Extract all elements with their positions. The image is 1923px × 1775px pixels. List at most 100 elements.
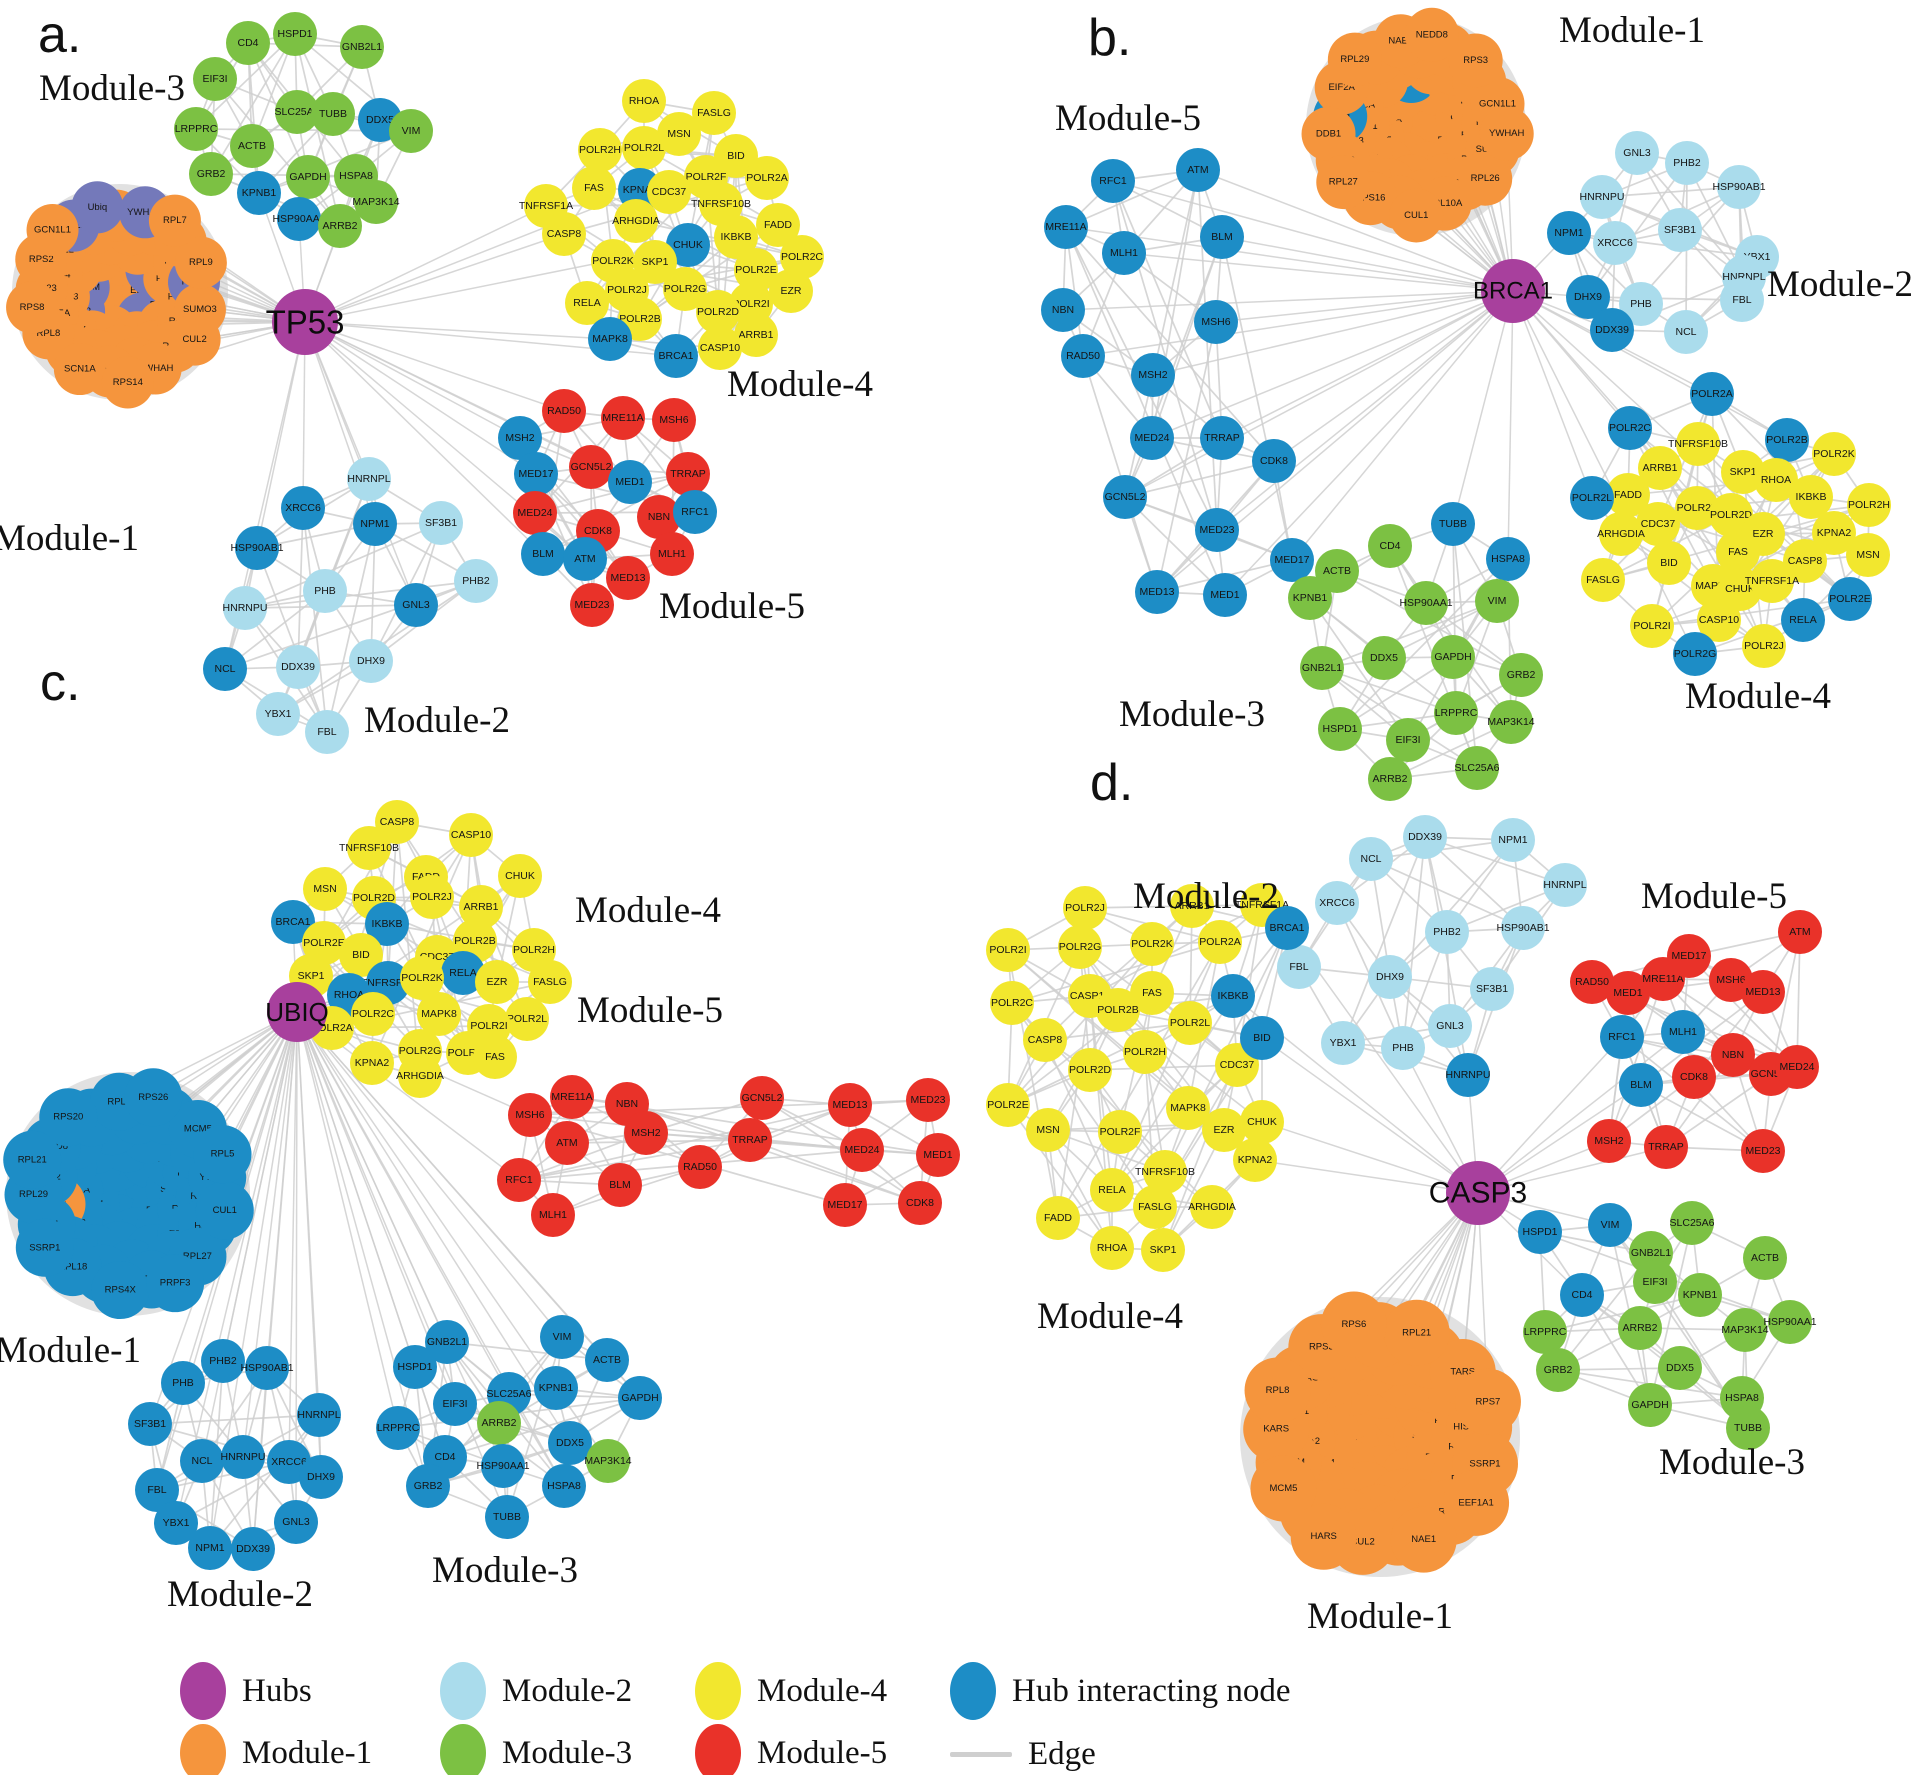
node-PHB2[interactable]: PHB2 <box>454 559 498 603</box>
node-RPL21[interactable]: RPL21 <box>1383 1299 1450 1366</box>
node-DDX39[interactable]: DDX39 <box>231 1527 275 1571</box>
node-POLR2J[interactable]: POLR2J <box>1063 886 1107 930</box>
node-MED23[interactable]: MED23 <box>570 583 614 627</box>
node-KPNB1[interactable]: KPNB1 <box>1678 1273 1722 1317</box>
node-NPM1[interactable]: NPM1 <box>1547 211 1591 255</box>
node-EIF3I[interactable]: EIF3I <box>193 57 237 101</box>
node-POLR2L[interactable]: POLR2L <box>505 997 549 1041</box>
node-DHX9[interactable]: DHX9 <box>349 639 393 683</box>
node-RPL7[interactable]: RPL7 <box>148 194 201 247</box>
node-POLR2L[interactable]: POLR2L <box>1168 1001 1212 1045</box>
node-EIF3I[interactable]: EIF3I <box>1386 718 1430 762</box>
node-NBN[interactable]: NBN <box>1711 1033 1755 1077</box>
node-BLM[interactable]: BLM <box>598 1163 642 1207</box>
node-ATM[interactable]: ATM <box>563 537 607 581</box>
node-CDC37[interactable]: CDC37 <box>647 170 691 214</box>
node-SLC25A6[interactable]: SLC25A6 <box>1455 746 1500 790</box>
node-NPM1[interactable]: NPM1 <box>188 1526 232 1570</box>
node-KPNA2[interactable]: KPNA2 <box>350 1041 394 1085</box>
node-GNL3[interactable]: GNL3 <box>394 583 438 627</box>
node-GAPDH[interactable]: GAPDH <box>1431 635 1475 679</box>
node-MED24[interactable]: MED24 <box>1130 416 1174 460</box>
node-POLR2E[interactable]: POLR2E <box>986 1083 1030 1127</box>
node-TRRAP[interactable]: TRRAP <box>1644 1125 1688 1169</box>
node-XRCC6[interactable]: XRCC6 <box>1593 221 1637 265</box>
node-RPL5[interactable]: RPL5 <box>193 1125 252 1184</box>
node-PHB2[interactable]: PHB2 <box>1665 141 1709 185</box>
node-TUBB[interactable]: TUBB <box>1431 502 1475 546</box>
node-RPL8[interactable]: RPL8 <box>1244 1357 1311 1424</box>
node-Ubiq[interactable]: Ubiq <box>71 181 124 234</box>
node-POLR2K[interactable]: POLR2K <box>1130 922 1174 966</box>
node-LRPPRC[interactable]: LRPPRC <box>1523 1310 1567 1354</box>
node-DDX5[interactable]: DDX5 <box>1362 636 1406 680</box>
node-MED23[interactable]: MED23 <box>1741 1129 1785 1173</box>
node-MED17[interactable]: MED17 <box>823 1183 867 1227</box>
node-MAP3K14[interactable]: MAP3K14 <box>1721 1308 1769 1352</box>
node-NCL[interactable]: NCL <box>1664 310 1708 354</box>
node-MSN[interactable]: MSN <box>1026 1108 1070 1152</box>
node-RPS26[interactable]: RPS26 <box>124 1068 183 1127</box>
node-LRPPRC[interactable]: LRPPRC <box>174 107 218 151</box>
node-ARRB2[interactable]: ARRB2 <box>477 1401 521 1445</box>
node-POLR2G[interactable]: POLR2G <box>1058 925 1102 969</box>
node-MED13[interactable]: MED13 <box>828 1083 872 1127</box>
node-HSPD1[interactable]: HSPD1 <box>1518 1210 1562 1254</box>
node-HSPA8[interactable]: HSPA8 <box>542 1464 586 1508</box>
node-RPL27[interactable]: RPL27 <box>1316 155 1371 210</box>
node-MED1[interactable]: MED1 <box>916 1133 960 1177</box>
node-EIF3I[interactable]: EIF3I <box>433 1382 477 1426</box>
node-MED13[interactable]: MED13 <box>1741 970 1785 1014</box>
node-DDX39[interactable]: DDX39 <box>276 645 320 689</box>
node-RPL21[interactable]: RPL21 <box>3 1130 62 1189</box>
node-FAS[interactable]: FAS <box>473 1035 517 1079</box>
node-ARRB2[interactable]: ARRB2 <box>1618 1306 1662 1350</box>
node-POLR2B[interactable]: POLR2B <box>1765 418 1809 462</box>
node-RPS4X[interactable]: RPS4X <box>91 1261 150 1320</box>
node-MED24[interactable]: MED24 <box>1775 1045 1819 1089</box>
node-BLM[interactable]: BLM <box>1619 1063 1663 1107</box>
node-RHOA[interactable]: RHOA <box>1090 1226 1134 1270</box>
node-POLR2I[interactable]: POLR2I <box>1630 604 1674 648</box>
node-MRE11A[interactable]: MRE11A <box>1044 205 1088 249</box>
node-DHX9[interactable]: DHX9 <box>1368 955 1412 999</box>
node-SF3B1[interactable]: SF3B1 <box>128 1402 172 1446</box>
node-TRRAP[interactable]: TRRAP <box>1200 416 1244 460</box>
node-MED24[interactable]: MED24 <box>513 491 557 535</box>
node-CDK8[interactable]: CDK8 <box>1672 1055 1716 1099</box>
node-ATM[interactable]: ATM <box>545 1121 589 1165</box>
node-TUBB[interactable]: TUBB <box>311 92 355 136</box>
node-BID[interactable]: BID <box>1647 541 1691 585</box>
node-NEDD8[interactable]: NEDD8 <box>1404 7 1459 62</box>
node-PHB2[interactable]: PHB2 <box>201 1339 245 1383</box>
node-POLR2G[interactable]: POLR2G <box>1673 632 1717 676</box>
node-NBN[interactable]: NBN <box>1041 288 1085 332</box>
node-HNRNPL[interactable]: HNRNPL <box>1543 863 1587 907</box>
node-HNRNPU[interactable]: HNRNPU <box>223 586 268 630</box>
node-KPNA2[interactable]: KPNA2 <box>1233 1138 1277 1182</box>
node-RAD50[interactable]: RAD50 <box>678 1145 722 1189</box>
node-HSP90AA1[interactable]: HSP90AA1 <box>1399 581 1453 625</box>
node-EIF3I[interactable]: EIF3I <box>1633 1260 1677 1304</box>
node-NPM1[interactable]: NPM1 <box>353 502 397 546</box>
node-GNB2L1[interactable]: GNB2L1 <box>1300 646 1344 690</box>
node-ACTB[interactable]: ACTB <box>585 1338 629 1382</box>
node-NCL[interactable]: NCL <box>180 1439 224 1483</box>
node-HSP90AB1[interactable]: HSP90AB1 <box>1712 165 1766 209</box>
node-POLR2K[interactable]: POLR2K <box>1812 432 1856 476</box>
node-MLH1[interactable]: MLH1 <box>650 532 694 576</box>
node-CASP8[interactable]: CASP8 <box>1023 1018 1067 1062</box>
node-ARRB2[interactable]: ARRB2 <box>318 204 362 248</box>
node-CHUK[interactable]: CHUK <box>1240 1100 1284 1144</box>
node-MED24[interactable]: MED24 <box>840 1128 884 1172</box>
node-CDK8[interactable]: CDK8 <box>898 1181 942 1225</box>
node-GRB2[interactable]: GRB2 <box>406 1464 450 1508</box>
node-TRRAP[interactable]: TRRAP <box>728 1118 772 1162</box>
node-MED1[interactable]: MED1 <box>608 460 652 504</box>
node-GCN1L1[interactable]: GCN1L1 <box>26 204 79 257</box>
node-MSH2[interactable]: MSH2 <box>1131 353 1175 397</box>
node-MED13[interactable]: MED13 <box>1135 570 1179 614</box>
node-MSH6[interactable]: MSH6 <box>1194 300 1238 344</box>
node-MED23[interactable]: MED23 <box>906 1078 950 1122</box>
node-FASLG[interactable]: FASLG <box>528 960 572 1004</box>
